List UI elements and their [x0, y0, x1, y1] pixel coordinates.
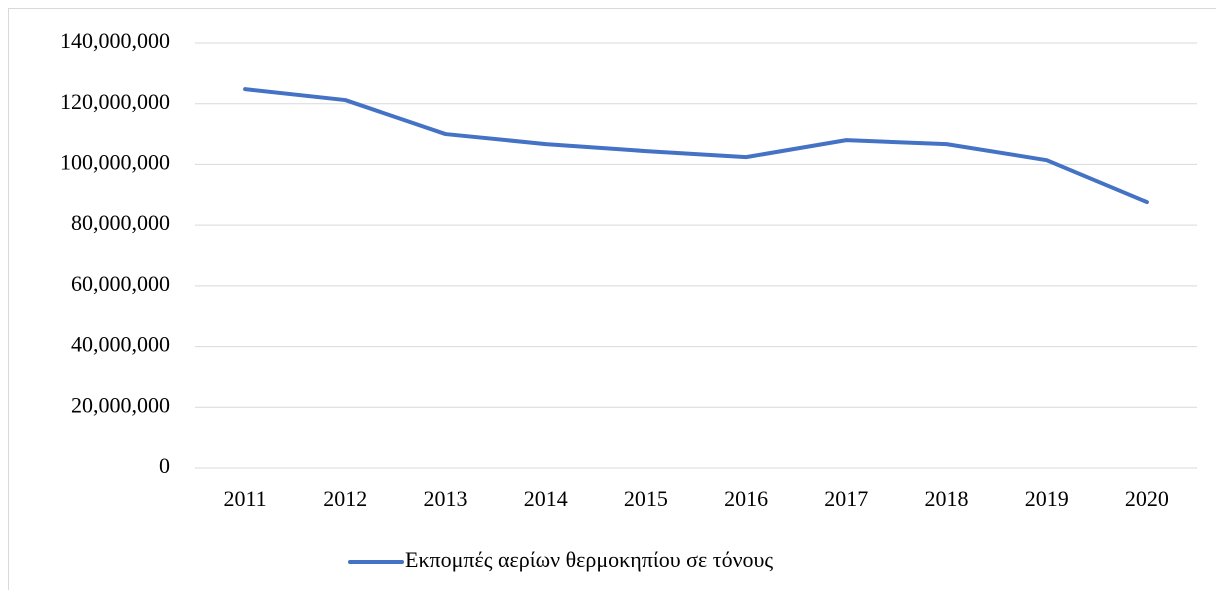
x-tick-label: 2020: [1125, 486, 1169, 511]
x-tick-label: 2017: [824, 486, 868, 511]
y-tick-label: 100,000,000: [60, 149, 170, 174]
x-tick-label: 2019: [1025, 486, 1069, 511]
series-line: [243, 87, 1149, 205]
y-tick-label: 140,000,000: [60, 28, 170, 53]
x-tick-label: 2012: [323, 486, 367, 511]
x-tick-label: 2015: [624, 486, 668, 511]
x-tick-label: 2016: [724, 486, 768, 511]
x-tick-label: 2011: [224, 486, 267, 511]
y-tick-label: 20,000,000: [71, 392, 170, 417]
x-tick-label: 2018: [925, 486, 969, 511]
y-tick-label: 0: [159, 453, 170, 478]
x-tick-label: 2014: [524, 486, 568, 511]
x-tick-label: 2013: [424, 486, 468, 511]
y-tick-label: 40,000,000: [71, 332, 170, 357]
chart-frame: [8, 8, 1216, 590]
legend-label: Εκπομπές αερίων θερμοκηπίου σε τόνους: [405, 547, 773, 572]
y-tick-label: 80,000,000: [71, 210, 170, 235]
y-tick-label: 120,000,000: [60, 89, 170, 114]
y-tick-label: 60,000,000: [71, 271, 170, 296]
